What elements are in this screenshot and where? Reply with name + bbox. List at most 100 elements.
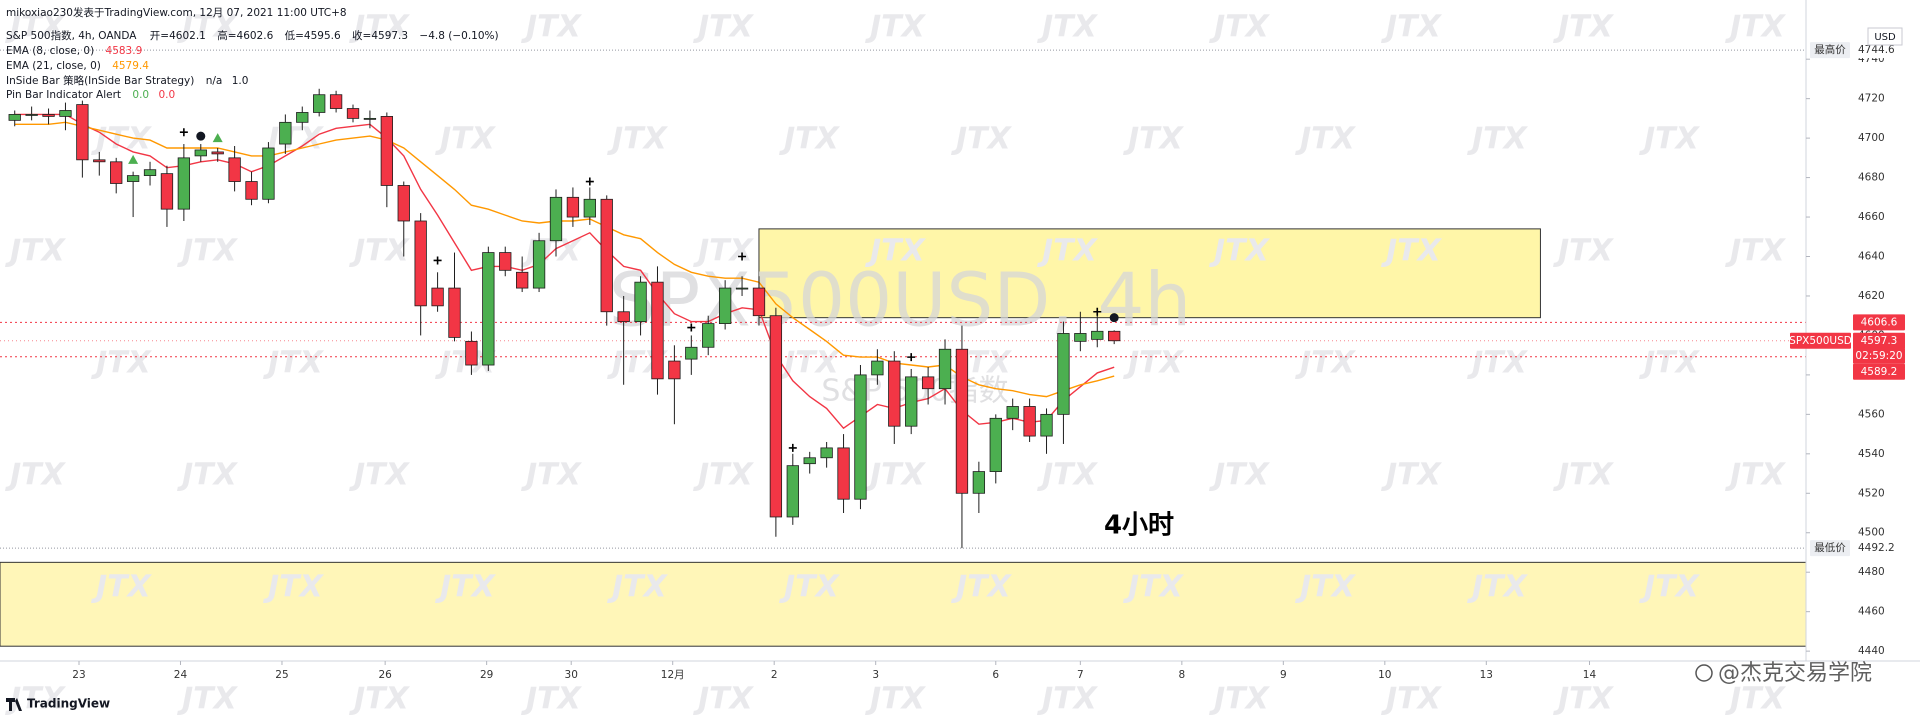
y-tick-label: 4500 [1858, 527, 1885, 539]
candle-body [143, 169, 157, 177]
watermark: JTX [951, 570, 1013, 605]
watermark: JTX [1467, 570, 1529, 605]
x-tick-label: 7 [1077, 669, 1084, 681]
watermark: JTX [1037, 10, 1099, 45]
symbol-line: S&P 500指数, 4h, OANDA 开=4602.1 高=4602.6 低… [6, 29, 499, 42]
candle-body [634, 281, 647, 323]
candle-body [194, 149, 207, 157]
candle-body [854, 374, 867, 500]
watermark: JTX [5, 458, 67, 493]
watermark: JTX [349, 10, 411, 45]
legend-name: InSide Bar 策略(InSide Bar Strategy) [6, 74, 194, 87]
x-tick-label: 13 [1480, 669, 1493, 681]
insidebar-legend: InSide Bar 策略(InSide Bar Strategy) n/a 1… [6, 74, 248, 87]
ema8-legend: EMA (8, close, 0) 4583.9 [6, 45, 142, 57]
watermark: JTX [91, 346, 153, 381]
watermark: JTX [349, 234, 411, 269]
ema-line [14, 121, 1115, 398]
candle-body [160, 173, 174, 210]
y-tick-label: 4560 [1858, 408, 1885, 420]
candle-body [989, 417, 1002, 472]
watermark: JTX [1553, 682, 1615, 717]
candle-body [1108, 330, 1121, 342]
ohlc-value: 4602.6 [237, 30, 274, 42]
watermark: JTX [865, 10, 927, 45]
watermark: JTX [1553, 234, 1615, 269]
x-tick-label: 6 [992, 669, 999, 681]
x-tick-label: 3 [872, 669, 879, 681]
y-tick-label: 4540 [1858, 448, 1885, 460]
watermark: JTX [1725, 10, 1787, 45]
candle-body [938, 348, 952, 390]
watermark: JTX [607, 570, 669, 605]
watermark: JTX [1381, 458, 1443, 493]
watermark: JTX [693, 10, 755, 45]
x-tick-label: 2 [771, 669, 778, 681]
plus-mark [433, 256, 442, 265]
candle-body [566, 196, 580, 218]
level-label-box [1853, 363, 1905, 380]
watermark: JTX [1553, 458, 1615, 493]
candle-body [329, 94, 343, 109]
candle-body [600, 198, 613, 313]
author-line: mikoxiao230发表于TradingView.com, 12月 07, 2… [6, 6, 347, 19]
watermark: JTX [263, 346, 325, 381]
watermark: JTX [521, 682, 583, 717]
extreme-value-box [1853, 42, 1903, 59]
candle-body [262, 147, 275, 200]
legend-name: EMA (21, close, 0) [6, 60, 101, 72]
candle-body [363, 117, 377, 120]
triangle-mark [128, 154, 139, 164]
credit-icon [1695, 664, 1713, 682]
y-tick-label: 4520 [1858, 487, 1885, 499]
watermark: JTX [349, 458, 411, 493]
watermark: JTX [1037, 234, 1099, 269]
candle-body [685, 346, 698, 360]
watermark: JTX [779, 122, 841, 157]
watermark: JTX [1381, 234, 1443, 269]
watermark: JTX [1553, 10, 1615, 45]
plus-mark [907, 353, 916, 362]
watermark: JTX [1209, 10, 1271, 45]
watermark: JTX [1209, 682, 1271, 717]
legend-name: Pin Bar Indicator Alert [6, 89, 121, 101]
watermark: JTX [349, 682, 411, 717]
brand: TradingView [27, 697, 110, 711]
y-tick-label: 4480 [1858, 566, 1885, 578]
ohlc-label: 收= [352, 29, 371, 42]
watermark: JTX [1725, 458, 1787, 493]
x-tick-label: 30 [565, 669, 578, 681]
candle-body [651, 281, 664, 380]
ema-line [14, 113, 1115, 430]
legend-value: 4583.9 [106, 45, 143, 57]
candle-body [752, 287, 766, 317]
y-tick-label: 4720 [1858, 93, 1885, 105]
zones-layer [0, 228, 1807, 647]
watermark: JTX [435, 570, 497, 605]
watermark: JTX [521, 10, 583, 45]
x-tick-label: 8 [1178, 669, 1185, 681]
watermark: JTX [1295, 346, 1357, 381]
x-tick-label: 9 [1280, 669, 1287, 681]
plus-mark [1093, 307, 1102, 316]
y-tick-label: 4440 [1858, 645, 1885, 657]
candle-body [499, 252, 512, 271]
extreme-label: 最低价 [1814, 541, 1846, 554]
candle-body [76, 104, 89, 161]
candle-body [837, 447, 850, 500]
watermark: JTX [1467, 122, 1529, 157]
extreme-label: 最高价 [1814, 43, 1846, 56]
level-label-box [1853, 314, 1905, 331]
y-tick-label: 4640 [1858, 251, 1885, 263]
pinbar-legend: Pin Bar Indicator Alert 0.0 0.0 [6, 89, 175, 101]
candle-body [177, 157, 191, 210]
candle-body [414, 220, 427, 307]
plus-mark [687, 323, 696, 332]
candle-body [8, 114, 21, 121]
credit: @杰克交易学院 [1718, 661, 1872, 686]
ohlc-label: 高= [217, 29, 236, 42]
annotation: 4小时 [1104, 511, 1174, 541]
x-tick-label: 12月 [661, 669, 685, 681]
extreme-label-box [1810, 42, 1850, 59]
